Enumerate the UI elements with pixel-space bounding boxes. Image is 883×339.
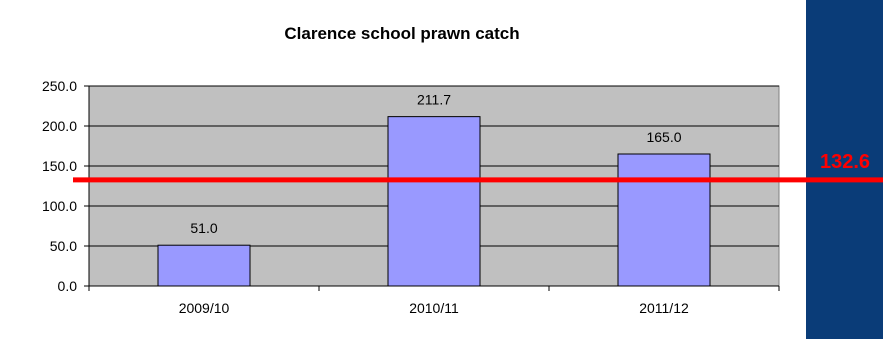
y-tick-label: 150.0 <box>42 158 77 174</box>
reference-line-label: 132.6 <box>820 151 870 173</box>
x-category-label: 2010/11 <box>409 300 459 316</box>
x-category-label: 2011/12 <box>639 300 689 316</box>
bar <box>387 116 481 287</box>
y-tick-label: 100.0 <box>42 198 77 214</box>
chart-title: Clarence school prawn catch <box>284 24 519 43</box>
labels: 0.0 50.0 100.0 150.0 200.0 250.0 51.0 2009/10 21… <box>42 78 689 316</box>
data-label: 51.0 <box>190 220 217 236</box>
bar <box>617 153 711 287</box>
data-label: 211.7 <box>417 92 451 108</box>
bar <box>157 244 251 287</box>
y-tick-label: 0.0 <box>58 278 78 294</box>
x-category-label: 2009/10 <box>179 300 230 316</box>
data-label: 165.0 <box>646 129 681 145</box>
y-tick-label: 200.0 <box>42 118 77 134</box>
y-tick-label: 250.0 <box>42 78 77 94</box>
bars <box>157 116 711 287</box>
axes <box>84 85 780 291</box>
reference-line-group: 132.6 <box>73 151 883 183</box>
y-tick-label: 50.0 <box>50 238 77 254</box>
